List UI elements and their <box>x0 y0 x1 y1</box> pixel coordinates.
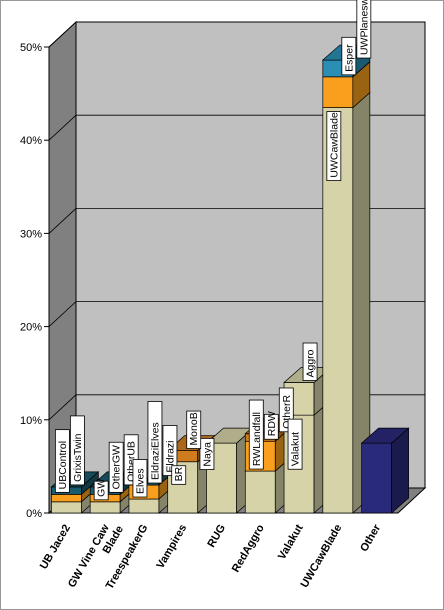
data-label-text: GW <box>96 479 108 497</box>
data-label-text: UBControl <box>57 441 69 489</box>
bar-segment-front <box>51 494 82 503</box>
data-label: GrixisTwin <box>69 415 85 486</box>
data-label-text: Aggro <box>305 349 317 377</box>
data-label-text: Esper <box>343 44 355 72</box>
data-label-box <box>199 437 215 470</box>
gridline <box>48 301 425 327</box>
data-label-text: UWCawBlade <box>328 112 340 178</box>
data-label: Valakut <box>287 418 303 470</box>
y-tick-label: 10% <box>20 415 42 427</box>
gridline <box>48 207 425 234</box>
data-label: RWLandfall <box>248 399 264 470</box>
data-label-box <box>263 413 279 440</box>
data-label-text: UWPlaneswalkers <box>358 0 370 55</box>
data-label: UWPlaneswalkers <box>356 0 372 59</box>
data-label-text: OtherGW <box>111 445 123 489</box>
data-label-box <box>54 429 70 493</box>
data-label-text: Elves <box>134 468 146 494</box>
data-label-box <box>356 0 372 59</box>
gridline <box>48 114 425 141</box>
bar-segment-front <box>361 442 392 514</box>
data-label-text: RWLandfall <box>251 412 263 466</box>
data-label-text: GrixisTwin <box>72 433 84 482</box>
data-label-text: BR <box>173 466 185 481</box>
data-label-box <box>132 459 148 498</box>
data-label-text: Valakut <box>290 432 302 466</box>
data-label-box <box>108 441 124 493</box>
y-tick-label: 20% <box>20 322 42 334</box>
y-tick-label: 50% <box>20 42 42 54</box>
data-label-box <box>326 111 342 181</box>
data-label-text: EldraziElves <box>149 422 161 480</box>
data-label-text: RDW <box>266 411 278 436</box>
data-label-box <box>302 342 318 381</box>
data-label-box <box>93 480 109 501</box>
data-label-box <box>186 410 202 449</box>
y-tick-label: 30% <box>20 228 42 240</box>
y-tick-label: 0% <box>26 508 42 520</box>
y-tick-label: 40% <box>20 135 42 147</box>
data-label-text: Naya <box>201 442 213 467</box>
data-label-text: Eldrazi <box>164 440 176 472</box>
data-label-box <box>69 415 85 486</box>
bar-segment-front <box>322 76 354 108</box>
data-label: BR <box>171 465 187 485</box>
data-label: GW <box>93 479 109 501</box>
data-label: EldraziElves <box>147 401 163 484</box>
data-label-box <box>147 401 163 484</box>
data-label-box <box>287 418 303 470</box>
data-label-box <box>171 465 187 485</box>
data-label: Elves <box>132 459 148 498</box>
data-label-box <box>162 425 178 476</box>
bar-segment-front <box>51 501 82 514</box>
data-label: UBControl <box>54 429 70 493</box>
data-label: OtherGW <box>108 441 124 493</box>
bar-segment-front <box>244 470 276 514</box>
data-label-box <box>341 36 357 76</box>
data-label: Naya <box>199 437 215 470</box>
bar-segment-front <box>89 501 121 514</box>
data-label: UWCawBlade <box>326 111 342 181</box>
bar-segment-top <box>360 427 410 444</box>
data-label-box <box>248 399 264 470</box>
data-label: Esper <box>341 36 357 76</box>
data-label: Eldrazi <box>162 425 178 476</box>
gridline <box>48 21 425 48</box>
data-label-text: MonoB <box>188 412 200 445</box>
data-label: MonoB <box>186 410 202 449</box>
data-label: RDW <box>263 411 279 440</box>
data-label: Aggro <box>302 342 318 381</box>
bar-segment-front <box>128 498 160 514</box>
